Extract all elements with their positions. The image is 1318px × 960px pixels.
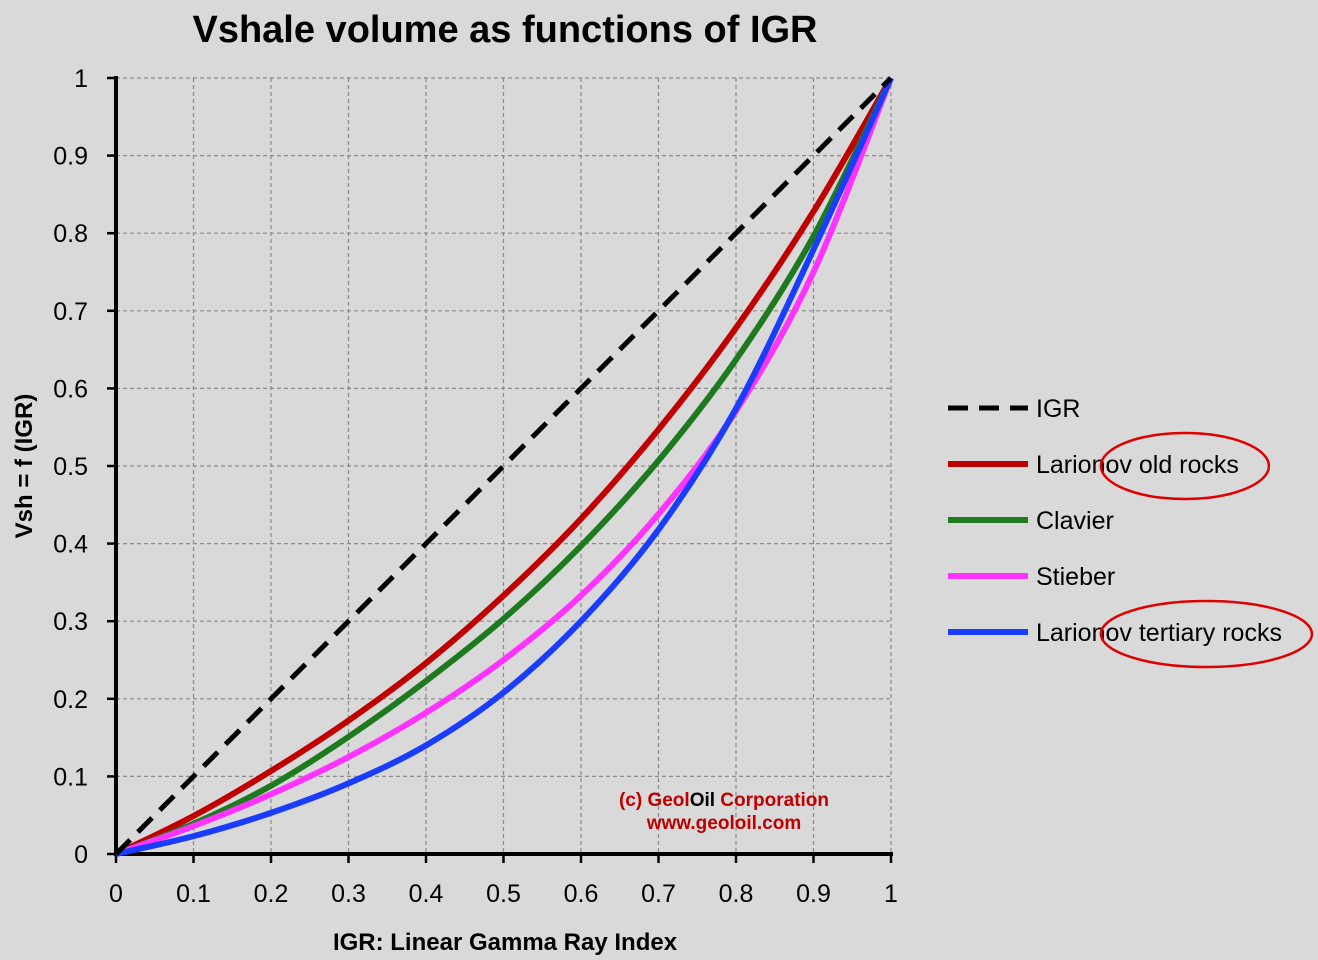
watermark-part: (c) Geol xyxy=(619,790,690,811)
y-tick-label: 0.8 xyxy=(53,220,88,248)
watermark-part: Oil xyxy=(690,790,715,811)
legend-label: Larionov old rocks xyxy=(1036,451,1239,479)
watermark-line1: (c) GeolOil Corporation xyxy=(619,790,829,811)
y-tick-label: 0.4 xyxy=(53,531,88,559)
watermark-part: Corporation xyxy=(715,790,829,811)
axes: 0 0.1 0.2 0.3 0.4 0.5 0.6 0.7 0.8 0.9 1 0 0.1 0.2 0.3 0… xyxy=(53,65,898,908)
y-tick-label: 0.5 xyxy=(53,453,88,481)
x-tick-label: 0.3 xyxy=(331,880,366,908)
y-tick-label: 0.2 xyxy=(53,686,88,714)
y-tick-label: 0.6 xyxy=(53,375,88,403)
legend-label: IGR xyxy=(1036,395,1080,423)
legend-label: Larionov tertiary rocks xyxy=(1036,619,1282,647)
x-axis-label: IGR: Linear Gamma Ray Index xyxy=(333,929,678,955)
annotation-circle xyxy=(1099,431,1271,501)
chart-title: Vshale volume as functions of IGR xyxy=(192,9,817,51)
series-line-clavier xyxy=(114,76,894,857)
legend-label-circled-part: old rocks xyxy=(1139,451,1239,479)
legend: IGR Larionov old rocks Clavier Stieber Lario… xyxy=(948,395,1314,669)
legend-label-circled-part: tertiary rocks xyxy=(1139,619,1282,647)
watermark-line2: www.geoloil.com xyxy=(646,813,801,834)
series-lines xyxy=(114,76,894,857)
series-line-stieber xyxy=(114,76,894,857)
series-line-igr xyxy=(114,76,893,856)
x-tick-label: 0.5 xyxy=(486,880,521,908)
x-tick-label: 0 xyxy=(109,880,123,908)
x-tick-label: 0.1 xyxy=(176,880,211,908)
y-tick-label: 0.9 xyxy=(53,143,88,171)
x-tick-label: 1 xyxy=(884,880,898,908)
x-tick-label: 0.8 xyxy=(719,880,754,908)
y-tick-label: 0.7 xyxy=(53,298,88,326)
series-line-larionov-tertiary-rocks xyxy=(115,76,894,857)
x-tick-label: 0.2 xyxy=(254,880,289,908)
y-axis-label: Vsh = f (IGR) xyxy=(11,394,38,539)
y-tick-label: 0.1 xyxy=(53,763,88,791)
x-tick-label: 0.9 xyxy=(796,880,831,908)
x-tick-label: 0.7 xyxy=(641,880,676,908)
legend-label: Stieber xyxy=(1036,563,1115,591)
x-tick-label: 0.4 xyxy=(409,880,444,908)
annotation-circle xyxy=(1099,599,1314,669)
series-line-larionov-old-rocks xyxy=(114,76,894,857)
y-tick-label: 1 xyxy=(74,65,88,93)
legend-label: Clavier xyxy=(1036,507,1114,535)
y-tick-label: 0 xyxy=(74,841,88,869)
y-tick-label: 0.3 xyxy=(53,608,88,636)
x-tick-label: 0.6 xyxy=(564,880,599,908)
